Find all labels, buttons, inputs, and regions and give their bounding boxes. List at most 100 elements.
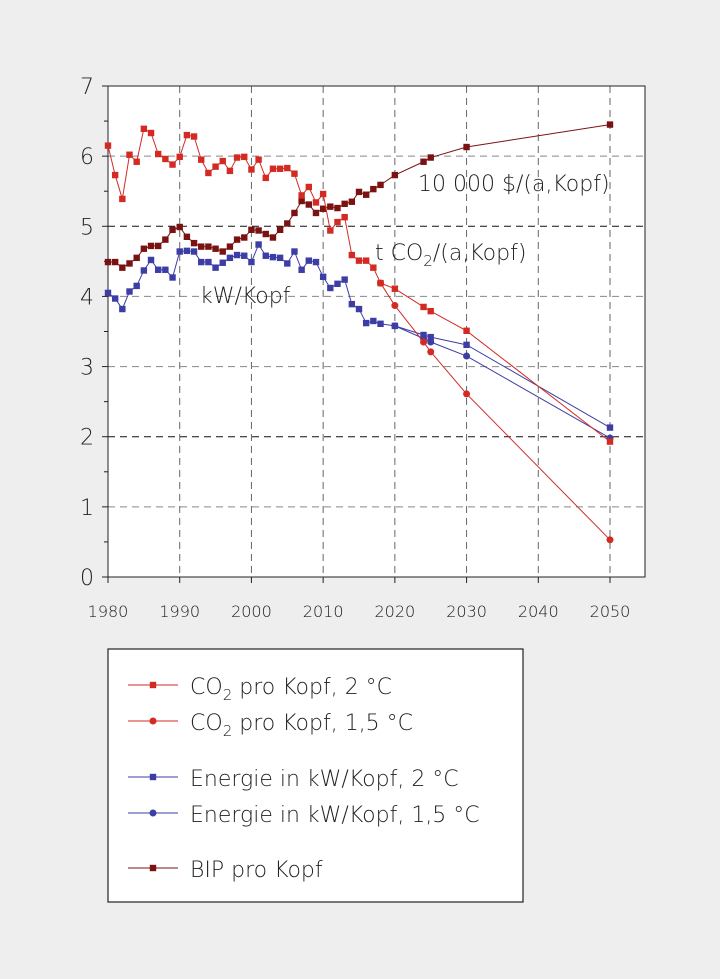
data-point bbox=[334, 280, 341, 288]
data-point bbox=[427, 307, 434, 315]
data-point bbox=[276, 254, 284, 262]
data-point bbox=[334, 204, 341, 212]
data-point bbox=[276, 226, 284, 233]
data-point bbox=[370, 185, 377, 193]
data-point bbox=[212, 264, 219, 271]
data-point bbox=[248, 226, 255, 233]
x-tick-label: 1980 bbox=[88, 602, 129, 621]
x-tick-label: 2020 bbox=[374, 602, 415, 621]
data-point bbox=[126, 260, 133, 267]
data-point bbox=[606, 438, 614, 445]
annotation-co2-sub: 2 bbox=[423, 252, 433, 270]
data-point bbox=[305, 183, 312, 191]
data-point bbox=[362, 319, 370, 327]
plot-frame bbox=[107, 85, 646, 578]
data-point bbox=[362, 257, 370, 264]
data-point bbox=[111, 258, 119, 266]
data-point bbox=[319, 205, 327, 212]
legend: CO2 pro Kopf, 2 °C CO2 pro Kopf, 1,5 °C En… bbox=[107, 648, 524, 903]
legend-marker bbox=[149, 681, 157, 689]
data-point bbox=[190, 248, 198, 255]
data-point bbox=[147, 129, 155, 137]
data-point bbox=[262, 252, 269, 259]
y-tick-label: 3 bbox=[80, 356, 94, 381]
data-point bbox=[327, 203, 334, 210]
data-point bbox=[155, 266, 162, 273]
data-point bbox=[119, 264, 126, 271]
data-point bbox=[327, 227, 334, 234]
data-point bbox=[176, 223, 183, 231]
data-point bbox=[355, 305, 363, 313]
data-point bbox=[420, 338, 428, 346]
data-point bbox=[420, 158, 427, 165]
data-point bbox=[126, 151, 133, 158]
data-point bbox=[111, 171, 119, 179]
data-point bbox=[327, 284, 334, 292]
data-point bbox=[241, 234, 248, 241]
data-point bbox=[427, 333, 434, 341]
data-point bbox=[312, 209, 320, 217]
series-line bbox=[380, 282, 611, 541]
annotation-co2-main: t CO bbox=[375, 241, 423, 266]
data-point bbox=[255, 156, 262, 163]
data-point bbox=[205, 169, 212, 177]
data-point bbox=[269, 253, 277, 261]
data-point bbox=[219, 157, 226, 165]
data-point bbox=[219, 259, 226, 266]
y-tick-label: 6 bbox=[80, 145, 94, 170]
x-tick-label: 2050 bbox=[590, 602, 631, 621]
data-point bbox=[276, 165, 284, 172]
data-point bbox=[377, 279, 385, 287]
legend-item: Energie in kW/Kopf, 2 °C bbox=[128, 767, 459, 792]
data-point bbox=[212, 163, 219, 170]
legend-item: CO2 pro Kopf, 1,5 °C bbox=[128, 711, 413, 740]
legend-label-main: CO bbox=[190, 711, 223, 736]
series-1 bbox=[377, 279, 614, 544]
data-point bbox=[420, 303, 427, 311]
data-point bbox=[198, 258, 205, 266]
data-point bbox=[420, 331, 427, 339]
legend-label: CO2 pro Kopf, 2 °C bbox=[190, 675, 392, 704]
legend-marker bbox=[149, 864, 157, 872]
data-point bbox=[205, 258, 212, 266]
data-point bbox=[606, 424, 614, 431]
x-tick-label: 2030 bbox=[446, 602, 487, 621]
data-point bbox=[183, 131, 191, 139]
data-point bbox=[126, 288, 133, 295]
data-point bbox=[241, 153, 248, 161]
data-point bbox=[104, 289, 112, 297]
data-point bbox=[162, 155, 169, 163]
x-tick-label: 1990 bbox=[159, 602, 200, 621]
data-point bbox=[255, 227, 262, 234]
data-point bbox=[348, 198, 356, 205]
data-point bbox=[319, 273, 327, 280]
annotation-energy: kW/Kopf bbox=[200, 284, 291, 309]
data-point bbox=[298, 266, 305, 273]
data-point bbox=[319, 190, 327, 198]
data-point bbox=[355, 188, 363, 196]
data-point bbox=[205, 243, 212, 250]
y-tick-label: 2 bbox=[80, 426, 94, 451]
data-point bbox=[269, 165, 277, 172]
legend-label-rest: pro Kopf, 1,5 °C bbox=[232, 711, 413, 736]
data-point bbox=[162, 266, 169, 273]
data-point bbox=[219, 248, 226, 255]
data-point bbox=[269, 234, 277, 241]
data-point bbox=[147, 242, 155, 250]
data-point bbox=[463, 352, 471, 360]
data-point bbox=[262, 230, 269, 238]
annotation-co2-rest: /(a,Kopf) bbox=[433, 241, 527, 266]
data-point bbox=[341, 200, 348, 208]
data-point bbox=[298, 197, 305, 205]
data-point bbox=[140, 245, 148, 252]
data-point bbox=[140, 267, 148, 274]
data-point bbox=[362, 191, 370, 198]
y-tick-label: 4 bbox=[80, 285, 94, 310]
legend-marker bbox=[149, 809, 157, 817]
data-point bbox=[248, 166, 255, 173]
data-point bbox=[391, 322, 399, 330]
data-point bbox=[226, 254, 234, 262]
data-point bbox=[241, 252, 248, 259]
data-point bbox=[391, 302, 399, 310]
